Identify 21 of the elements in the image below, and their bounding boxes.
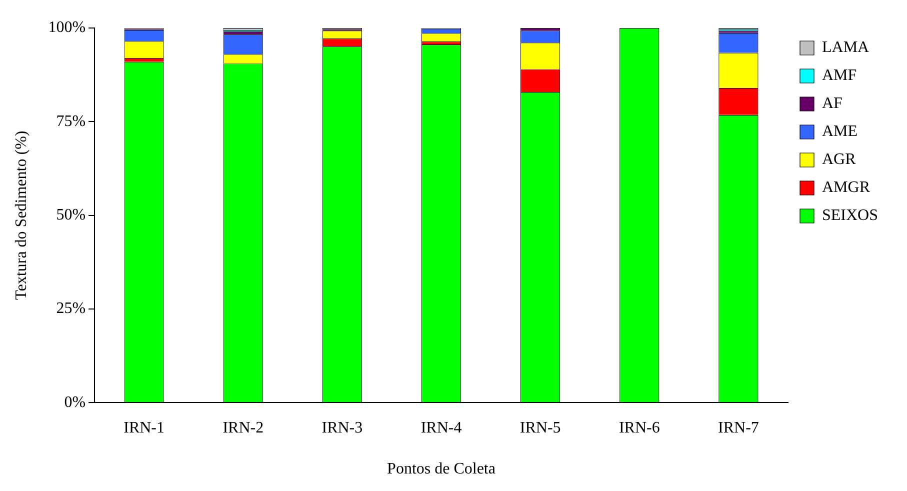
legend-label: AMF xyxy=(822,67,857,84)
y-tick-label: 100% xyxy=(48,19,86,36)
legend-label: AMGR xyxy=(822,179,870,196)
x-tick-label: IRN-4 xyxy=(420,419,462,436)
x-tick-label: IRN-5 xyxy=(520,419,561,436)
y-tick-label: 50% xyxy=(56,206,86,224)
x-tick-label: IRN-2 xyxy=(222,419,264,436)
legend-label: SEIXOS xyxy=(822,207,878,224)
legend-label: LAMA xyxy=(822,39,870,56)
y-tick-label: 0% xyxy=(64,394,86,411)
x-axis-title: Pontos de Coleta xyxy=(387,460,496,478)
y-axis-title: Textura do Sedimento (%) xyxy=(12,130,30,300)
x-tick-label: IRN-7 xyxy=(718,419,759,436)
legend-label: AGR xyxy=(822,151,856,168)
legend-label: AME xyxy=(822,123,858,140)
legend-label: AF xyxy=(822,95,843,112)
x-tick-label: IRN-6 xyxy=(618,419,660,436)
x-tick-label: IRN-3 xyxy=(322,419,363,436)
x-tick-label: IRN-1 xyxy=(124,419,165,436)
y-tick-label: 75% xyxy=(56,112,86,130)
y-tick-label: 25% xyxy=(56,300,86,318)
